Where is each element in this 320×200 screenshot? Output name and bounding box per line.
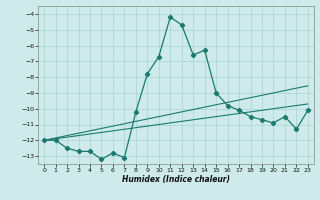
X-axis label: Humidex (Indice chaleur): Humidex (Indice chaleur): [122, 175, 230, 184]
